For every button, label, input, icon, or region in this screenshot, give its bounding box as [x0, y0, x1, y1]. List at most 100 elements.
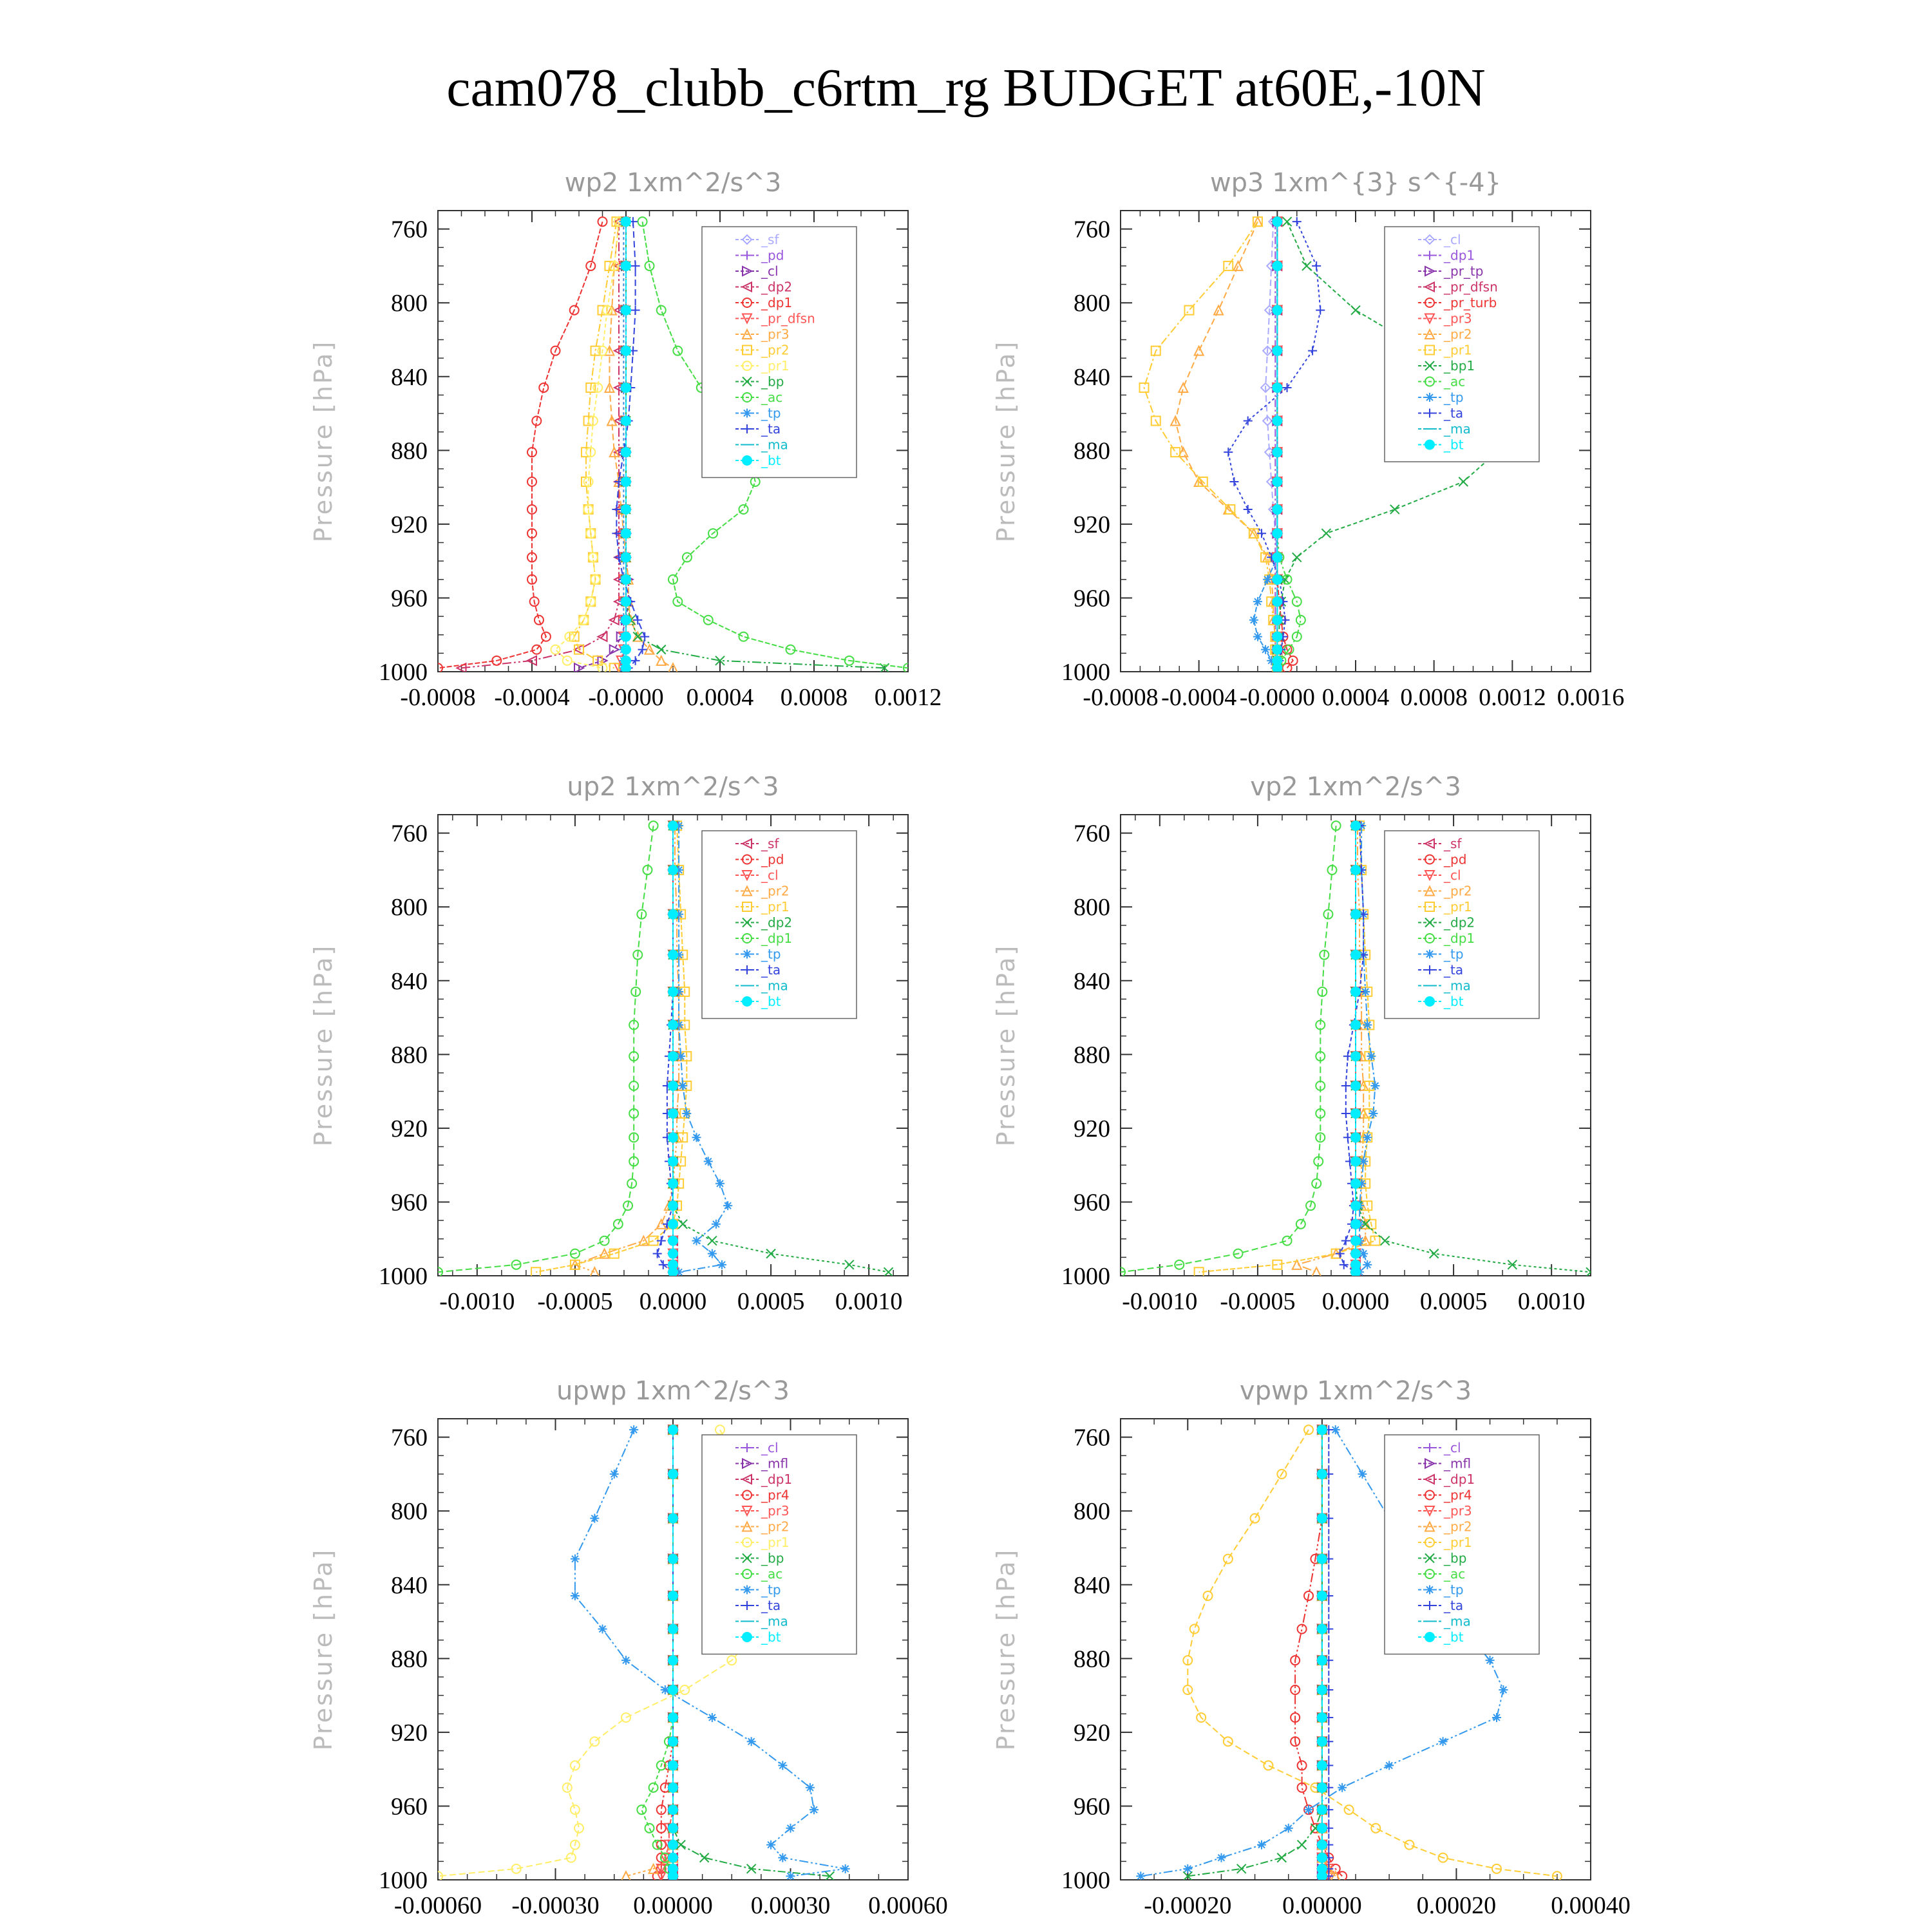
data-point — [883, 1267, 894, 1276]
legend-marker — [743, 251, 752, 260]
legend-entry: _pr3 — [761, 1503, 790, 1519]
y-tick-label: 840 — [1074, 968, 1110, 995]
panel-title: upwp 1xm^2/s^3 — [556, 1376, 790, 1406]
legend-marker — [742, 1490, 752, 1501]
legend-marker — [741, 885, 753, 896]
data-point — [1458, 477, 1468, 487]
legend-entry: _sf — [1443, 836, 1462, 851]
y-tick-label: 920 — [391, 1115, 428, 1142]
data-point — [1350, 1267, 1361, 1276]
data-point — [1428, 1248, 1439, 1259]
data-point — [668, 1590, 678, 1601]
figure-title: cam078_clubb_c6rtm_rg BUDGET at60E,-10N — [446, 58, 1486, 118]
plot-area — [438, 819, 894, 1276]
data-point — [1350, 909, 1361, 920]
legend-entry: _pr4 — [1443, 1488, 1472, 1503]
y-axis-label: Pressure [hPa] — [992, 1548, 1020, 1751]
legend-marker — [743, 1443, 752, 1452]
data-point — [674, 1020, 684, 1030]
panel-3: up2 1xm^2/s^3 Pressure [hPa] 760 800 840 880 9… — [309, 772, 909, 1315]
data-point — [612, 504, 621, 514]
data-point — [703, 614, 714, 625]
data-point — [621, 644, 631, 655]
data-point — [621, 415, 631, 426]
x-tick-label: -0.00060 — [394, 1892, 482, 1919]
data-point — [531, 415, 542, 426]
data-point — [1272, 614, 1283, 625]
legend-marker — [741, 838, 752, 849]
data-point — [668, 1624, 678, 1634]
y-tick-label: 1000 — [1061, 659, 1110, 686]
data-point — [644, 1823, 655, 1833]
data-point — [574, 662, 585, 672]
legend-marker — [1425, 298, 1435, 308]
y-tick-label: 960 — [391, 1793, 428, 1820]
legend-marker — [1423, 281, 1435, 293]
y-tick-label: 760 — [391, 820, 428, 848]
data-point — [766, 1248, 776, 1259]
legend-marker — [1424, 1520, 1435, 1532]
data-point — [1184, 305, 1195, 316]
data-point — [1323, 909, 1334, 920]
data-point — [1272, 447, 1283, 458]
data-point — [621, 260, 631, 271]
data-point — [601, 305, 612, 316]
legend-marker — [743, 965, 752, 974]
data-point — [621, 1712, 631, 1723]
panel-1: wp2 1xm^2/s^3 Pressure [hPa] 760 800 840 880 9… — [309, 168, 942, 711]
legend-entry: _cl — [1443, 1440, 1461, 1455]
data-point — [570, 1591, 580, 1600]
data-point — [1311, 1178, 1322, 1189]
data-point — [746, 1737, 756, 1747]
y-tick-label: 800 — [391, 1498, 428, 1525]
legend-marker — [741, 328, 753, 339]
x-tick-label: -0.0010 — [1122, 1288, 1197, 1315]
data-point — [1296, 1624, 1307, 1634]
series-bt — [621, 216, 631, 672]
data-point — [1291, 596, 1302, 607]
data-point — [550, 345, 561, 356]
legend-entry: _pr1 — [761, 1535, 790, 1550]
legend-entry: _dp2 — [761, 279, 792, 295]
data-point — [786, 1871, 795, 1880]
x-tick-label: 0.0012 — [875, 684, 942, 711]
series-line — [438, 826, 654, 1273]
data-point — [676, 1052, 686, 1061]
legend-entry: _ma — [1443, 421, 1471, 437]
y-tick-label: 920 — [1074, 511, 1110, 538]
data-point — [583, 504, 594, 515]
data-point — [569, 1839, 580, 1850]
data-point — [738, 631, 749, 642]
legend-entry: _dp1 — [1443, 931, 1475, 946]
y-tick-label: 960 — [391, 1189, 428, 1216]
data-point — [656, 1804, 667, 1815]
data-point — [1350, 1132, 1361, 1143]
legend-entry: _sf — [761, 836, 779, 851]
legend-entry: _bp — [761, 374, 784, 390]
y-tick-label: 920 — [1074, 1719, 1110, 1747]
y-axis-label: Pressure [hPa] — [309, 340, 337, 543]
legend-entry: _bp — [1443, 1551, 1466, 1566]
data-point — [1174, 1259, 1185, 1270]
data-point — [578, 614, 589, 625]
legend-entry: _dp1 — [761, 295, 792, 310]
data-point — [1295, 614, 1306, 625]
data-point — [1359, 1157, 1368, 1166]
series-line — [641, 222, 908, 669]
data-point — [621, 345, 631, 356]
legend-entry: _ac — [761, 390, 782, 405]
legend-marker — [742, 996, 752, 1007]
series-line — [438, 221, 603, 669]
data-point — [1272, 631, 1283, 642]
data-point — [609, 644, 620, 656]
legend-entry: _ma — [1443, 1614, 1471, 1629]
legend-marker — [742, 345, 752, 355]
data-point — [621, 216, 631, 227]
legend-entry: _bt — [761, 1629, 781, 1645]
legend-marker — [741, 870, 753, 882]
data-point — [1292, 552, 1302, 563]
data-point — [621, 574, 631, 585]
legend-marker — [741, 313, 753, 325]
legend-marker — [742, 392, 752, 402]
legend-marker — [1425, 393, 1434, 402]
